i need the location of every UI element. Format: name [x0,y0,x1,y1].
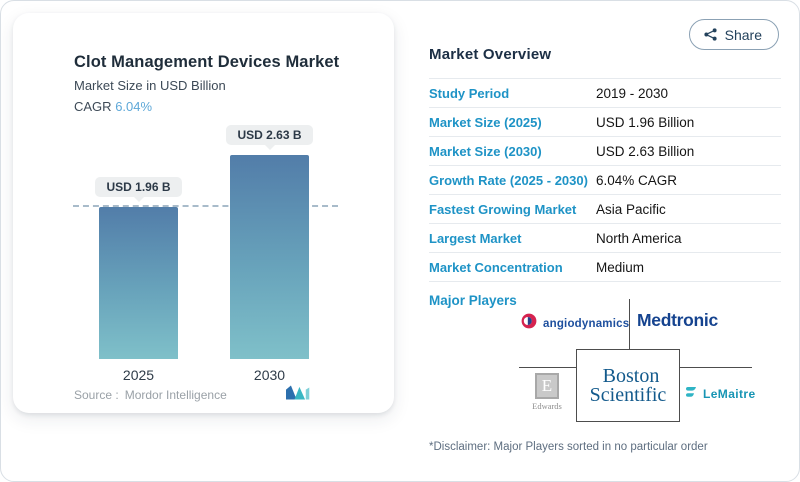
x-axis-label-2025: 2025 [122,367,155,383]
reference-dashed-line [73,205,338,207]
lemaitre-name: LeMaitre [703,387,756,401]
overview-table: Study Period 2019 - 2030 Market Size (20… [429,78,781,282]
row-value: Asia Pacific [596,201,666,217]
row-value: 2019 - 2030 [596,85,669,101]
row-value: USD 1.96 Billion [596,114,695,130]
boston-scientific-line2: Scientific [589,383,667,406]
share-icon [703,27,718,42]
chart-subtitle: Market Size in USD Billion [74,78,226,93]
row-label: Market Size (2025) [429,114,542,130]
market-overview-panel: Market Overview Study Period 2019 - 2030… [429,46,781,471]
angiodynamics-name: angiodynamics [543,317,630,330]
table-row-growth-rate: Growth Rate (2025 - 2030) 6.04% CAGR [429,166,781,195]
boston-scientific-line1: Boston [602,364,660,387]
row-value: USD 2.63 Billion [596,143,695,159]
table-row-market-size-2025: Market Size (2025) USD 1.96 Billion [429,108,781,137]
lemaitre-icon [684,385,698,403]
table-row-study-period: Study Period 2019 - 2030 [429,79,781,108]
table-row-fastest-growing-market: Fastest Growing Market Asia Pacific [429,195,781,224]
market-chart-card: Clot Management Devices Market Market Si… [13,13,394,413]
major-players-label: Major Players [429,293,517,308]
boston-scientific-logo: Boston Scientific [576,349,680,422]
angiodynamics-logo: angiodynamics [521,313,629,334]
diagram-horizontal-line-left [519,367,576,368]
row-value: North America [596,230,682,246]
bar-2025: USD 1.96 B [95,177,182,359]
table-row-market-size-2030: Market Size (2030) USD 2.63 Billion [429,137,781,166]
row-label: Largest Market [429,230,522,246]
share-button[interactable]: Share [688,19,779,50]
share-label: Share [724,26,762,43]
panel-heading: Market Overview [429,46,552,63]
table-row-market-concentration: Market Concentration Medium [429,253,781,282]
lemaitre-logo: LeMaitre [684,385,756,403]
diagram-horizontal-line-right [680,367,752,368]
medtronic-logo: Medtronic [637,310,718,330]
row-label: Fastest Growing Market [429,201,577,217]
row-value: 6.04% CAGR [596,172,678,188]
diagram-vertical-line [629,299,630,349]
mordor-intelligence-logo [286,385,310,405]
chart-title: Clot Management Devices Market [74,53,340,71]
angiodynamics-icon [521,313,537,334]
edwards-logo: E Edwards [527,373,567,411]
bar-2025-value-tooltip: USD 1.96 B [95,177,182,202]
row-label: Market Concentration [429,259,563,275]
x-axis-label-2030: 2030 [253,367,286,383]
source-attribution: Source : Mordor Intelligence [74,388,227,402]
major-players-diagram: Major Players angiodynamics Medtronic Bo… [429,293,781,430]
bar-2030-value-tooltip: USD 2.63 B [226,125,313,150]
cagr-line: CAGR 6.04% [74,99,364,114]
edwards-emblem: E [535,373,559,399]
bar-2025-fill [99,207,178,359]
row-value: Medium [596,259,645,275]
row-label: Market Size (2030) [429,143,542,159]
disclaimer-text: *Disclaimer: Major Players sorted in no … [429,441,708,453]
cagr-label: CAGR [74,99,112,114]
cagr-value: 6.04% [115,99,153,114]
row-label: Study Period [429,85,510,101]
edwards-name: Edwards [532,401,562,411]
row-label: Growth Rate (2025 - 2030) [429,172,588,188]
table-row-largest-market: Largest Market North America [429,224,781,253]
bar-2030-fill [230,155,309,359]
bar-chart: USD 1.96 B USD 2.63 B 2025 2030 [73,125,338,383]
bar-2030: USD 2.63 B [226,125,313,359]
